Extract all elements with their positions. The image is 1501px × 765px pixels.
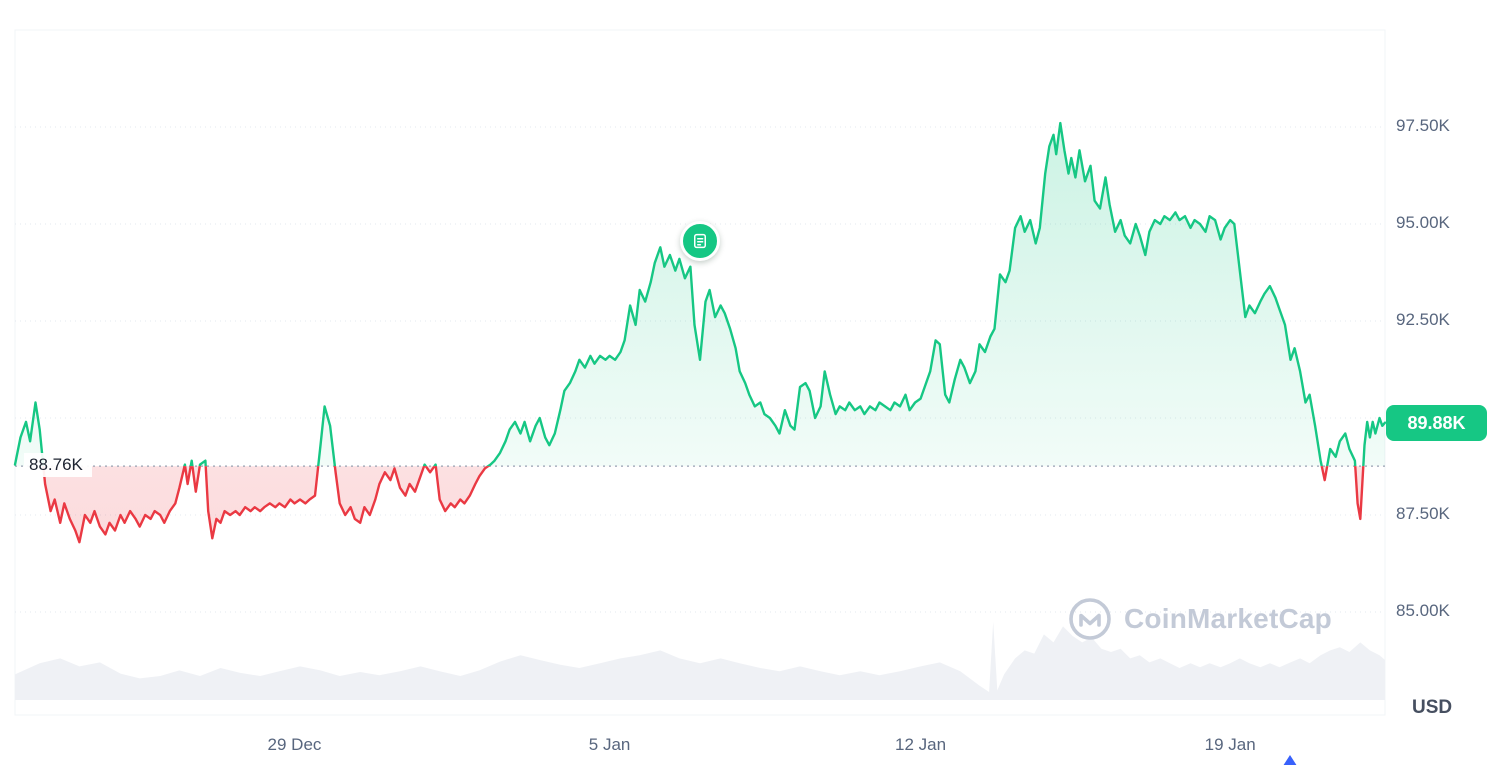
y-axis-tick-label: 87.50K [1396, 504, 1450, 523]
y-axis-tick-label: 92.50K [1396, 310, 1450, 329]
news-event-marker[interactable] [680, 220, 721, 261]
coinmarketcap-watermark: CoinMarketCap [1066, 595, 1332, 643]
y-axis-tick-label: 97.50K [1396, 116, 1450, 135]
coinmarketcap-watermark-text: CoinMarketCap [1124, 603, 1332, 634]
blue-triangle-decoration [1281, 755, 1299, 765]
baseline-price-label: 88.76K [24, 453, 92, 478]
news-icon [694, 233, 707, 248]
y-axis-tick-label: 85.00K [1396, 601, 1450, 620]
x-axis-tick-label: 29 Dec [267, 735, 322, 754]
currency-label: USD [1412, 697, 1453, 718]
x-axis-tick-label: 12 Jan [895, 735, 947, 754]
x-axis-tick-label: 19 Jan [1204, 735, 1256, 754]
current-price-badge: 89.88K [1386, 404, 1487, 441]
y-axis-tick-label: 95.00K [1396, 213, 1450, 232]
x-axis-tick-label: 5 Jan [588, 735, 631, 754]
coinmarketcap-logo-icon [1069, 598, 1111, 640]
